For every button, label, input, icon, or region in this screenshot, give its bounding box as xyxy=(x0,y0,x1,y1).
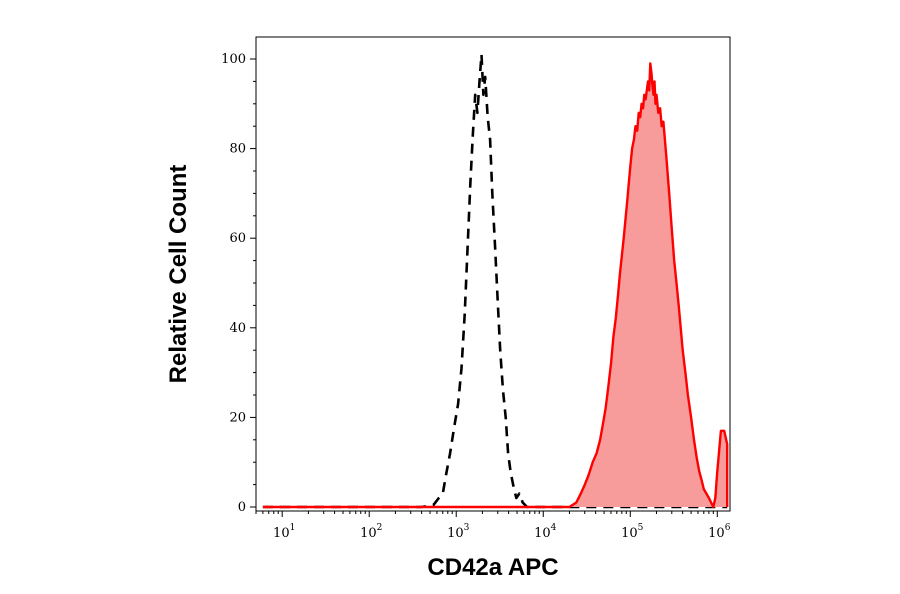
y-tick-label: 80 xyxy=(229,142,246,157)
x-tick-base: 10 xyxy=(273,526,290,541)
x-tick-label: 106 xyxy=(708,523,731,541)
x-tick-exponent: 3 xyxy=(464,523,470,533)
y-axis: 0 20 40 60 80 100 xyxy=(221,52,256,515)
y-tick-label: 40 xyxy=(229,321,246,336)
x-tick-base: 10 xyxy=(447,526,464,541)
x-tick-label: 105 xyxy=(621,523,644,541)
y-tick-label: 0 xyxy=(238,500,246,515)
x-tick-exponent: 5 xyxy=(638,523,644,533)
x-tick-label: 101 xyxy=(273,523,295,541)
x-tick-exponent: 4 xyxy=(551,523,557,533)
x-tick-base: 10 xyxy=(360,526,377,541)
x-tick-exponent: 6 xyxy=(725,523,731,533)
y-tick-label: 100 xyxy=(221,52,246,67)
x-tick-label: 102 xyxy=(360,523,382,541)
y-axis-title: Relative Cell Count xyxy=(165,165,192,384)
y-tick-label: 60 xyxy=(229,231,246,246)
x-tick-exponent: 1 xyxy=(290,523,296,533)
x-axis: 101 102 103 104 105 106 xyxy=(255,511,731,541)
y-tick-label: 20 xyxy=(229,410,246,425)
x-tick-base: 10 xyxy=(534,526,551,541)
x-tick-base: 10 xyxy=(621,526,638,541)
series-fill-1 xyxy=(262,63,728,507)
x-tick-base: 10 xyxy=(708,526,725,541)
x-tick-label: 103 xyxy=(447,523,470,541)
series-line-0 xyxy=(262,53,728,509)
series-layer xyxy=(262,53,729,509)
series-line-1 xyxy=(262,62,729,509)
x-tick-exponent: 2 xyxy=(377,523,383,533)
plot-frame xyxy=(255,36,731,512)
x-tick-label: 104 xyxy=(534,523,557,541)
x-axis-title: CD42a APC xyxy=(427,554,558,581)
